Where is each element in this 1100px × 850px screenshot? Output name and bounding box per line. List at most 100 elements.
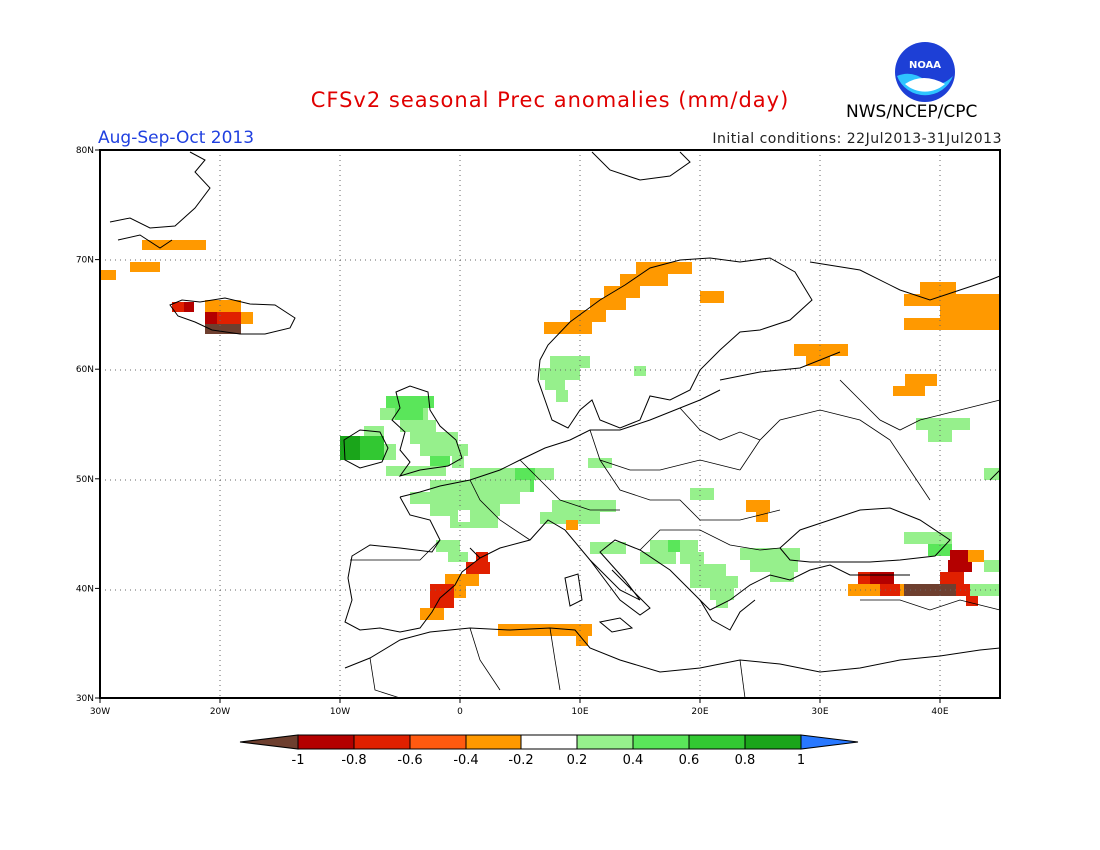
border: [639, 529, 781, 551]
lat-tick-label: 70N: [76, 256, 94, 266]
anomaly-cell: [498, 624, 592, 636]
anomaly-cell: [870, 572, 894, 584]
anomaly-cell: [680, 552, 704, 564]
anomaly-cell: [172, 302, 194, 312]
anomaly-cell: [916, 418, 970, 430]
border: [739, 659, 746, 699]
anomaly-cell: [515, 468, 535, 480]
anomaly-cell: [142, 240, 206, 250]
anomaly-cell: [668, 540, 680, 552]
anomaly-cell: [430, 584, 454, 596]
lon-tick-label: 30W: [90, 707, 110, 717]
colorbar-label: -0.2: [508, 753, 533, 768]
anomaly-cell: [556, 390, 568, 402]
anomaly-cell: [205, 324, 241, 334]
colorbar-label: 0.2: [567, 753, 588, 768]
anomaly-cell: [620, 274, 668, 286]
anomaly-cell: [570, 310, 606, 322]
map-ticks: 30W 20W 10W 0 10E 20E 30E 40E 80N 70N 60N 50N 40N 30N: [76, 146, 949, 717]
anomaly-cell: [566, 520, 578, 530]
coast-greece: [699, 599, 756, 631]
anomaly-cell: [540, 512, 600, 524]
anomaly-cell: [454, 586, 466, 598]
anomaly-cell: [794, 344, 848, 356]
colorbar-cell: [297, 734, 355, 750]
colorbar-label: -0.8: [341, 753, 366, 768]
border: [369, 657, 401, 699]
anomaly-cell: [100, 270, 116, 280]
coast-svalbard: [591, 151, 691, 181]
map-grid: [100, 150, 1000, 698]
anomaly-cell: [430, 480, 530, 492]
anomaly-cell: [384, 444, 396, 460]
lon-tick-label: 40E: [931, 707, 948, 717]
anomaly-cell: [590, 542, 626, 554]
border: [469, 479, 531, 541]
colorbar-cell: [465, 734, 522, 750]
anomaly-cell: [904, 532, 952, 544]
coastlines: [109, 151, 1001, 673]
anomaly-cell: [458, 510, 470, 522]
anomaly-cell: [984, 560, 1000, 572]
agency-label: NWS/NCEP/CPC: [846, 102, 978, 122]
anomaly-cell: [540, 368, 580, 380]
anomaly-cell: [940, 572, 964, 584]
anomaly-cell: [893, 386, 925, 396]
anomaly-cell: [950, 550, 970, 562]
colorbar-cell: [409, 734, 467, 750]
coast-black-sea: [779, 507, 951, 563]
lat-tick-label: 50N: [76, 475, 94, 485]
anomaly-cell: [410, 466, 446, 476]
lon-tick-label: 0: [457, 707, 463, 717]
lat-tick-label: 80N: [76, 146, 94, 156]
anomaly-cell: [386, 396, 434, 408]
border: [839, 379, 1001, 431]
anomaly-cell: [420, 444, 468, 456]
anomaly-cell: [904, 584, 964, 596]
lon-tick-label: 20E: [691, 707, 708, 717]
anomaly-cells: [100, 240, 1000, 646]
colorbar-label: 0.8: [735, 753, 756, 768]
colorbar-label: -0.6: [397, 753, 422, 768]
anomaly-cell: [340, 436, 360, 460]
colorbar-arrow-left: [239, 734, 299, 750]
anomaly-cell: [364, 426, 384, 438]
noaa-logo: NOAA: [895, 42, 955, 102]
anomaly-cell: [205, 312, 217, 324]
lat-tick-label: 60N: [76, 365, 94, 375]
anomaly-cell: [956, 584, 972, 596]
noaa-logo-text: NOAA: [909, 60, 941, 71]
coast-caspian: [989, 469, 1001, 481]
coast-ireland: [343, 429, 389, 469]
coast-mediterranean-north: [479, 519, 910, 611]
coast-scandinavia: [537, 257, 813, 429]
lon-tick-label: 10E: [571, 707, 588, 717]
anomaly-cell: [904, 318, 1000, 330]
anomaly-cell: [410, 492, 520, 504]
border: [599, 459, 781, 521]
lat-tick-label: 30N: [76, 694, 94, 704]
anomaly-cell: [940, 306, 1000, 318]
borders: [350, 379, 1001, 699]
anomaly-cell: [756, 512, 768, 522]
anomaly-cell: [690, 576, 738, 588]
anomaly-cell: [740, 548, 800, 560]
anomaly-cell: [395, 408, 423, 420]
anomaly-cell: [205, 300, 241, 312]
border: [549, 627, 561, 691]
anomaly-cell: [948, 560, 972, 572]
lat-tick-label: 40N: [76, 584, 94, 594]
anomaly-cell: [905, 374, 937, 386]
colorbar-label: 1: [797, 753, 805, 768]
anomaly-cell: [448, 552, 468, 562]
colorbar-label: -0.4: [453, 753, 478, 768]
anomaly-cell: [966, 596, 978, 606]
anomaly-cell: [386, 466, 410, 476]
anomaly-cell: [710, 588, 734, 600]
border: [350, 539, 441, 561]
coast-britain: [391, 385, 463, 477]
anomaly-cell: [436, 540, 460, 552]
colorbar-cell: [576, 734, 634, 750]
colorbar-cell: [688, 734, 746, 750]
anomaly-cell: [430, 456, 450, 466]
